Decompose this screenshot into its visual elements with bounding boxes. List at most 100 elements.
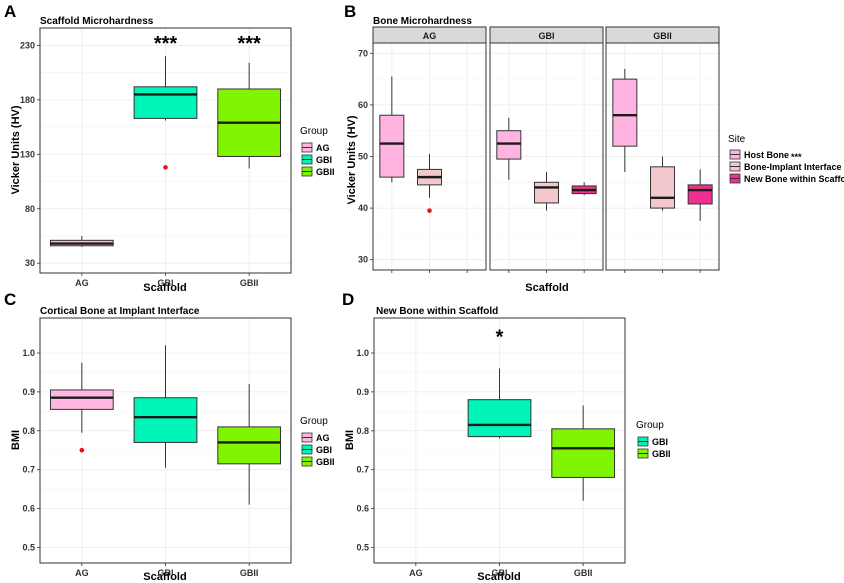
panel-b-title: Bone Microhardness [373, 16, 472, 27]
panel-d-ytick-label: 0.6 [356, 504, 369, 514]
panel-b-facet-gbii-plot-border [605, 42, 720, 271]
panel-d-letter: D [342, 290, 354, 309]
panel-a-ytick-label: 180 [20, 95, 35, 105]
panel-d-ytick-label: 0.5 [356, 542, 369, 552]
panel-c-ag-iqr [49, 389, 114, 410]
panel-b-facet-gbi-bone-implant-interface-box [534, 171, 559, 211]
panel-c-gbii-box [217, 384, 282, 505]
panel-b-facet-ag-bone-implant-interface-outlier-0 [427, 208, 432, 213]
panel-d-ytick-label: 1.0 [356, 348, 369, 358]
panel-a-ytick-label: 30 [25, 258, 35, 268]
panel-a-sig-annotation-0: *** [154, 33, 178, 55]
panel-a-gbi-iqr [133, 86, 198, 119]
panel-d-legend-title: Group [636, 420, 664, 431]
panel-a-legend-title: Group [300, 126, 328, 137]
panel-b-facet-gbii-new-bone-within-scaffold-iqr [687, 184, 713, 205]
panel-b-ytick-label: 30 [358, 255, 368, 265]
panel-b-facet-ag-bone-implant-interface-box [417, 153, 442, 213]
panel-d-xtick-label: GBI [491, 568, 507, 578]
panel-b-ytick-label: 40 [358, 203, 368, 213]
panel-b-facet-ag-host-bone-box [379, 76, 405, 183]
panel-c-xlabel: Scaffold [143, 571, 186, 583]
panel-d-xtick-label: AG [409, 568, 423, 578]
panel-b-facet-ag-strip-label: AG [423, 31, 437, 41]
panel-a-xtick-label: GBII [240, 278, 259, 288]
panel-d-title: New Bone within Scaffold [376, 306, 498, 317]
panel-d-gbii-box [551, 405, 616, 501]
panel-d-ylabel: BMI [344, 430, 356, 450]
panel-c-ag-outlier-0 [79, 447, 85, 453]
panel-c-title: Cortical Bone at Implant Interface [40, 306, 200, 317]
panel-b-legend-label-bone-implant-interface: Bone-Implant Interface [744, 162, 842, 172]
panel-a-xtick-label: GBI [157, 278, 173, 288]
panel-b-ytick-label: 70 [358, 48, 368, 58]
panel-b-ytick-label: 50 [358, 152, 368, 162]
panel-b-legend-title: Site [728, 134, 746, 145]
panel-a-ytick-label: 130 [20, 149, 35, 159]
panel-a-ylabel: Vicker Units (HV) [10, 105, 22, 194]
panel-b-facet-gbii-strip-label: GBII [653, 31, 672, 41]
panel-b-legend-host-sig: *** [791, 152, 802, 162]
panel-d-legend-label-gbi: GBI [652, 437, 668, 447]
panel-c-ytick-label: 0.9 [22, 387, 35, 397]
panel-c-legend-label-gbii: GBII [316, 457, 335, 467]
panel-a-ag-box [49, 235, 114, 247]
panel-a-legend-label-ag: AG [316, 143, 330, 153]
panel-b-ytick-label: 60 [358, 100, 368, 110]
panel-b-facet-gbi-strip-label: GBI [538, 31, 554, 41]
panel-c-legend-title: Group [300, 416, 328, 427]
panel-b-facet-gbi-plot-border [489, 42, 604, 271]
panel-b-facet-gbi-bone-implant-interface-iqr [534, 181, 559, 204]
panel-a-gbi-outlier-0 [163, 165, 168, 170]
panel-c-ytick-label: 0.5 [22, 542, 35, 552]
panel-c-legend-label-ag: AG [316, 433, 330, 443]
panel-a-ytick-label: 80 [25, 204, 35, 214]
panel-a-ytick-label: 230 [20, 40, 35, 50]
panel-b-facet-gbi-host-bone-iqr [496, 130, 522, 160]
panel-c-ytick-label: 0.7 [22, 465, 35, 475]
panel-a-xtick-label: AG [75, 278, 89, 288]
panel-c-gbi-box [133, 345, 198, 468]
panel-c-gbii-iqr [217, 426, 282, 465]
panel-c-xtick-label: AG [75, 568, 89, 578]
panel-c-ytick-label: 0.8 [22, 426, 35, 436]
panel-a-legend-label-gbi: GBI [316, 155, 332, 165]
panel-b-facet-gbii-bone-implant-interface-iqr [650, 166, 675, 209]
panel-c-legend-label-gbi: GBI [316, 445, 332, 455]
panel-d-ytick-label: 0.8 [356, 426, 369, 436]
panel-d-ytick-label: 0.7 [356, 465, 369, 475]
panel-b-ylabel: Vicker Units (HV) [346, 115, 358, 204]
panel-b-facet-gbi-new-bone-within-scaffold-box [571, 182, 597, 196]
panel-b-xlabel: Scaffold [525, 282, 568, 294]
panel-d-gbi-iqr [467, 399, 532, 438]
panel-b-facet-gbii-new-bone-within-scaffold-box [687, 169, 713, 221]
panel-b-facet-gbii-host-bone-box [612, 68, 638, 172]
panel-c-ytick-label: 0.6 [22, 504, 35, 514]
panel-d-ytick-label: 0.9 [356, 387, 369, 397]
panel-d-xtick-label: GBII [574, 568, 593, 578]
panel-b-letter: B [344, 2, 356, 21]
panel-d-legend-label-gbii: GBII [652, 449, 671, 459]
panel-a-letter: A [4, 2, 16, 21]
panel-c-gbi-iqr [133, 397, 198, 443]
panel-a-gbii-box [217, 62, 282, 169]
panel-b-legend-label-new-bone-within-scaffold: New Bone within Scaffold [744, 174, 844, 184]
panel-c-xtick-label: GBI [157, 568, 173, 578]
panel-b-facet-ag-host-bone-iqr [379, 114, 405, 178]
panel-d-gbi-box [467, 368, 532, 439]
panel-d-sig-annotation-0: * [496, 327, 504, 349]
panel-b-facet-gbi-host-bone-box [496, 117, 522, 180]
panel-b-facet-gbii-host-bone-iqr [612, 78, 638, 147]
panel-c-letter: C [4, 290, 16, 309]
panel-a-sig-annotation-1: *** [237, 33, 261, 55]
panel-a-title: Scaffold Microhardness [40, 16, 154, 27]
panel-b-legend-label-host-bone: Host Bone [744, 150, 789, 160]
panel-c-xtick-label: GBII [240, 568, 259, 578]
panel-b-facet-gbii-bone-implant-interface-box [650, 156, 675, 211]
panel-a-legend-label-gbii: GBII [316, 167, 335, 177]
panel-c-ag-box [49, 362, 114, 453]
panel-d-gbii-iqr [551, 428, 616, 478]
panel-a-gbi-box [133, 56, 198, 170]
panel-c-ytick-label: 1.0 [22, 348, 35, 358]
